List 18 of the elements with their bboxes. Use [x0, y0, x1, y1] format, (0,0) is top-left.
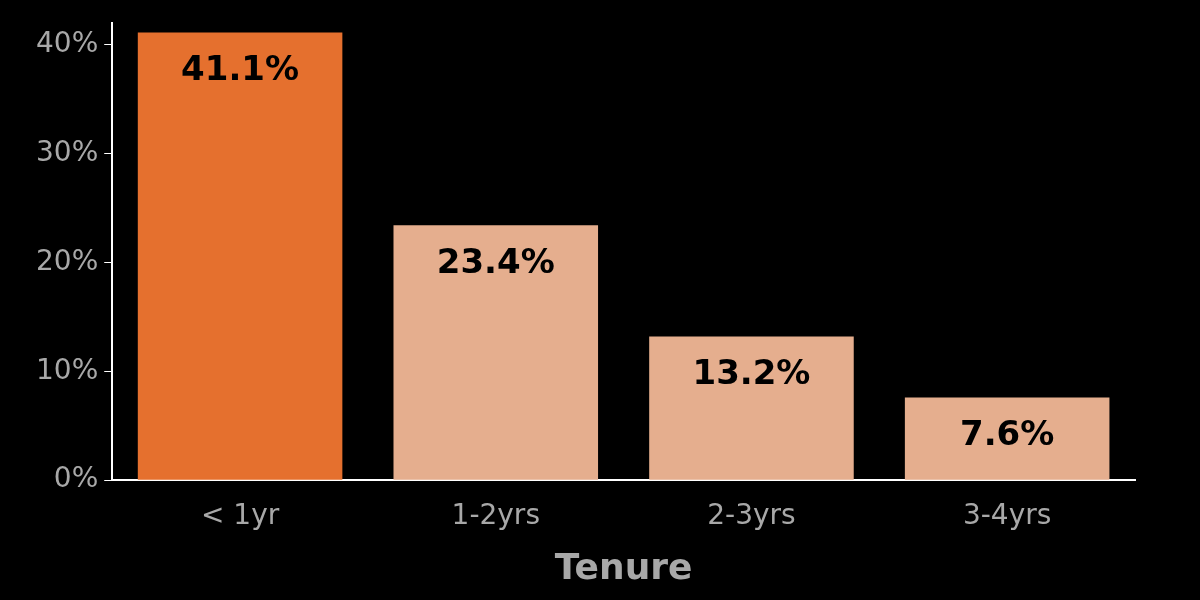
data-label: 13.2% — [692, 352, 811, 393]
data-label: 41.1% — [181, 48, 300, 89]
x-tick-label: 2-3yrs — [707, 498, 796, 532]
x-tick-label: 3-4yrs — [962, 498, 1052, 532]
bar — [393, 225, 599, 480]
bar — [137, 32, 343, 480]
y-tick-label: 30% — [36, 134, 99, 168]
data-label: 23.4% — [436, 241, 555, 282]
x-tick-label: 1-2yrs — [451, 498, 540, 532]
bar — [904, 397, 1110, 480]
data-label: 7.6% — [960, 413, 1055, 454]
y-tick-label: 40% — [36, 25, 99, 59]
y-tick-label: 20% — [36, 243, 99, 277]
y-tick-label: 10% — [36, 352, 99, 386]
bar — [649, 336, 854, 480]
x-axis-title: Tenure — [554, 545, 693, 587]
y-tick-label: 0% — [53, 461, 99, 495]
x-tick-label: < 1yr — [200, 498, 280, 532]
